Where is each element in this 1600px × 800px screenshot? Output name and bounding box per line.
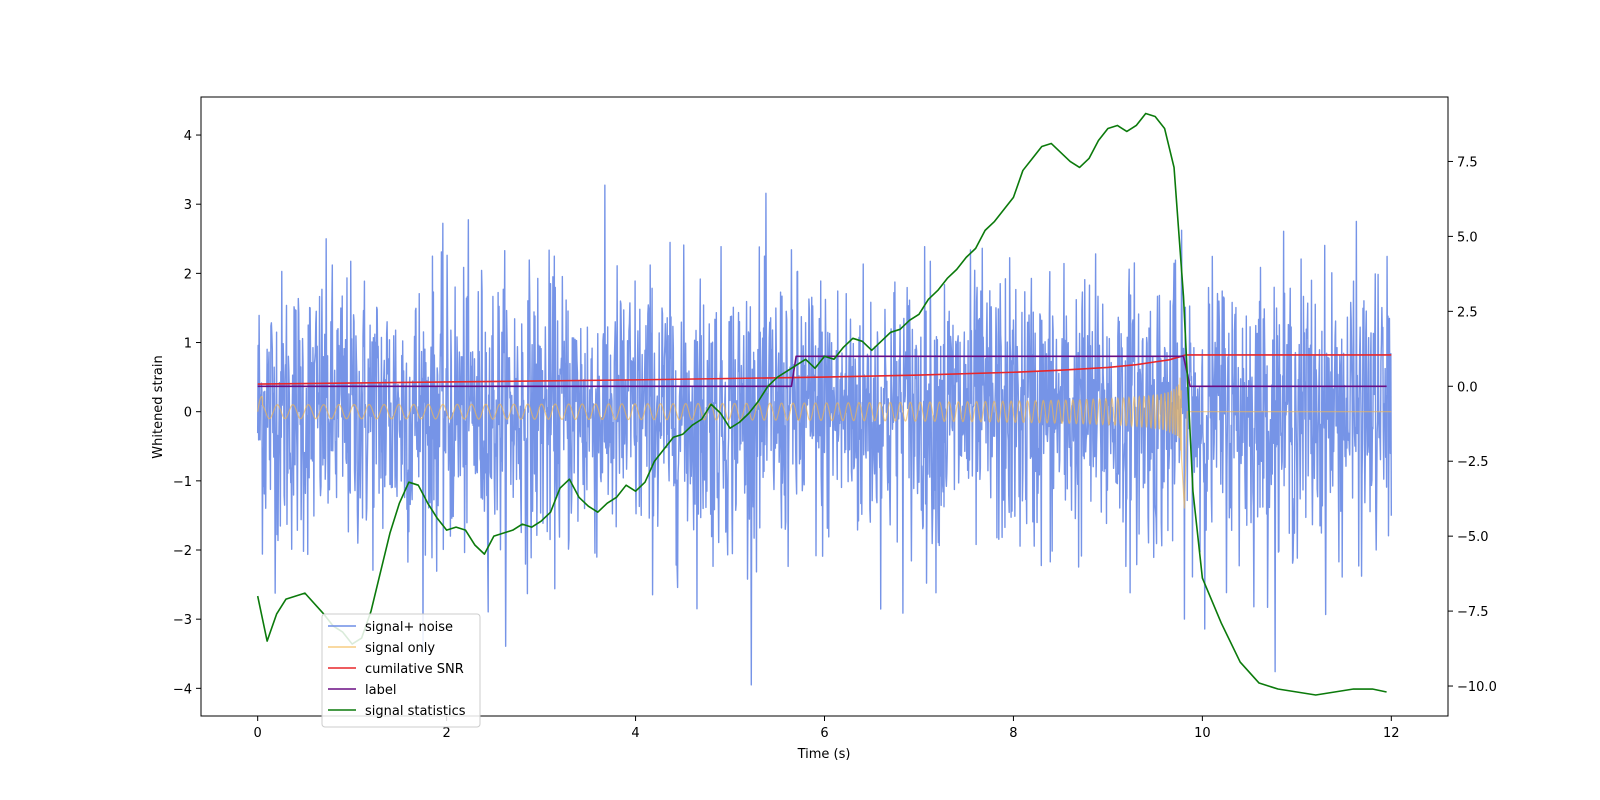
legend-label: signal statistics [365,704,466,719]
y2-tick-label: −2.5 [1457,455,1489,470]
series-cumilative-snr-line [257,354,1392,385]
y-tick-label: 1 [184,337,192,352]
y-tick-label: −2 [173,544,192,559]
y2-axis-ticks: −10.0 −7.5 −5.0 −2.5 0.0 2.5 5.0 7.5 [1448,155,1497,695]
y2-tick-label: −5.0 [1457,530,1489,545]
x-tick-label: 0 [254,726,262,741]
x-axis-ticks: 0 2 4 6 8 10 12 [254,716,1400,741]
y2-tick-label: −7.5 [1457,605,1489,620]
series-signal-only-line [257,377,1392,509]
y-tick-label: 0 [184,406,192,421]
legend-label: cumilative SNR [365,662,464,677]
x-tick-label: 6 [820,726,828,741]
series-signal-statistics-line [256,112,1387,696]
series-layer [256,112,1393,696]
x-axis-label: Time (s) [797,747,851,762]
legend-label: signal only [365,641,435,656]
y-tick-label: 3 [184,198,192,213]
y-tick-label: −1 [173,475,192,490]
series-label-line [257,355,1387,388]
y-tick-label: 2 [184,267,192,282]
y-tick-label: −3 [173,613,192,628]
y2-tick-label: 7.5 [1457,155,1478,170]
x-tick-label: 8 [1009,726,1017,741]
y2-tick-label: −10.0 [1457,680,1497,695]
legend-box [321,613,481,728]
x-tick-label: 12 [1383,726,1400,741]
y2-tick-label: 2.5 [1457,305,1478,320]
y2-tick-label: 5.0 [1457,230,1478,245]
y-axis-ticks: −4 −3 −2 −1 0 1 2 3 4 [173,129,201,697]
x-tick-label: 4 [631,726,639,741]
legend-label: label [365,683,396,698]
series-signal-noise-line [256,184,1393,686]
y-tick-label: −4 [173,682,192,697]
x-tick-label: 2 [442,726,450,741]
y-tick-label: 4 [184,129,192,144]
y-axis-label: Whitened strain [151,355,166,458]
legend-label: signal+ noise [365,620,453,635]
y2-tick-label: 0.0 [1457,380,1478,395]
x-tick-label: 10 [1194,726,1211,741]
legend: signal+ noise signal only cumilative SNR la… [321,613,481,728]
